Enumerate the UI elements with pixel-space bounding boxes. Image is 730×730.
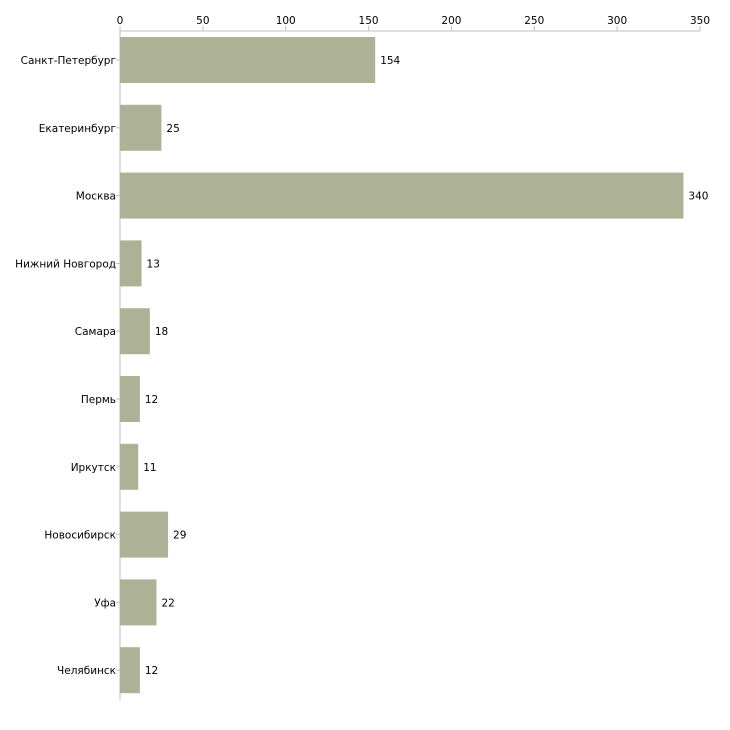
x-tick-label: 100 xyxy=(276,15,296,27)
x-tick-label: 200 xyxy=(441,15,461,27)
y-axis: Санкт-Петербург Екатеринбург Москва Нижний … xyxy=(15,31,121,700)
value-label: 12 xyxy=(145,665,158,677)
value-label: 18 xyxy=(155,326,168,338)
value-label: 22 xyxy=(161,597,174,609)
value-label: 340 xyxy=(688,191,708,203)
category-label: Уфа xyxy=(94,597,116,609)
bar xyxy=(120,579,157,626)
bar xyxy=(120,308,150,355)
category-label: Нижний Новгород xyxy=(15,258,116,270)
category-label: Москва xyxy=(76,191,116,203)
value-label: 12 xyxy=(145,394,158,406)
x-tick-label: 150 xyxy=(359,15,379,27)
x-tick-label: 300 xyxy=(607,15,627,27)
category-label: Иркутск xyxy=(71,462,116,474)
bar xyxy=(120,443,139,490)
category-label: Новосибирск xyxy=(44,530,116,542)
category-label: Екатеринбург xyxy=(39,123,116,135)
x-tick-label: 0 xyxy=(117,15,124,27)
bar xyxy=(120,172,684,219)
x-tick-label: 250 xyxy=(524,15,544,27)
category-label: Санкт-Петербург xyxy=(21,55,116,67)
bar xyxy=(120,37,376,83)
x-tick-label: 350 xyxy=(690,15,710,27)
bar xyxy=(120,376,140,422)
x-axis: 0 50 100 150 200 250 300 350 xyxy=(117,15,710,32)
category-label: Самара xyxy=(75,326,116,338)
bar xyxy=(120,511,169,558)
bar xyxy=(120,240,142,287)
value-label: 25 xyxy=(166,123,179,135)
value-label: 154 xyxy=(380,55,400,67)
x-tick-label: 50 xyxy=(196,15,209,27)
value-label: 11 xyxy=(143,462,156,474)
bars: 154 25 340 13 18 12 11 29 22 12 xyxy=(120,37,708,694)
category-label: Челябинск xyxy=(57,665,116,677)
category-label: Пермь xyxy=(81,394,116,406)
value-label: 29 xyxy=(173,530,186,542)
value-label: 13 xyxy=(147,258,160,270)
bar xyxy=(120,647,140,694)
bar xyxy=(120,104,162,151)
